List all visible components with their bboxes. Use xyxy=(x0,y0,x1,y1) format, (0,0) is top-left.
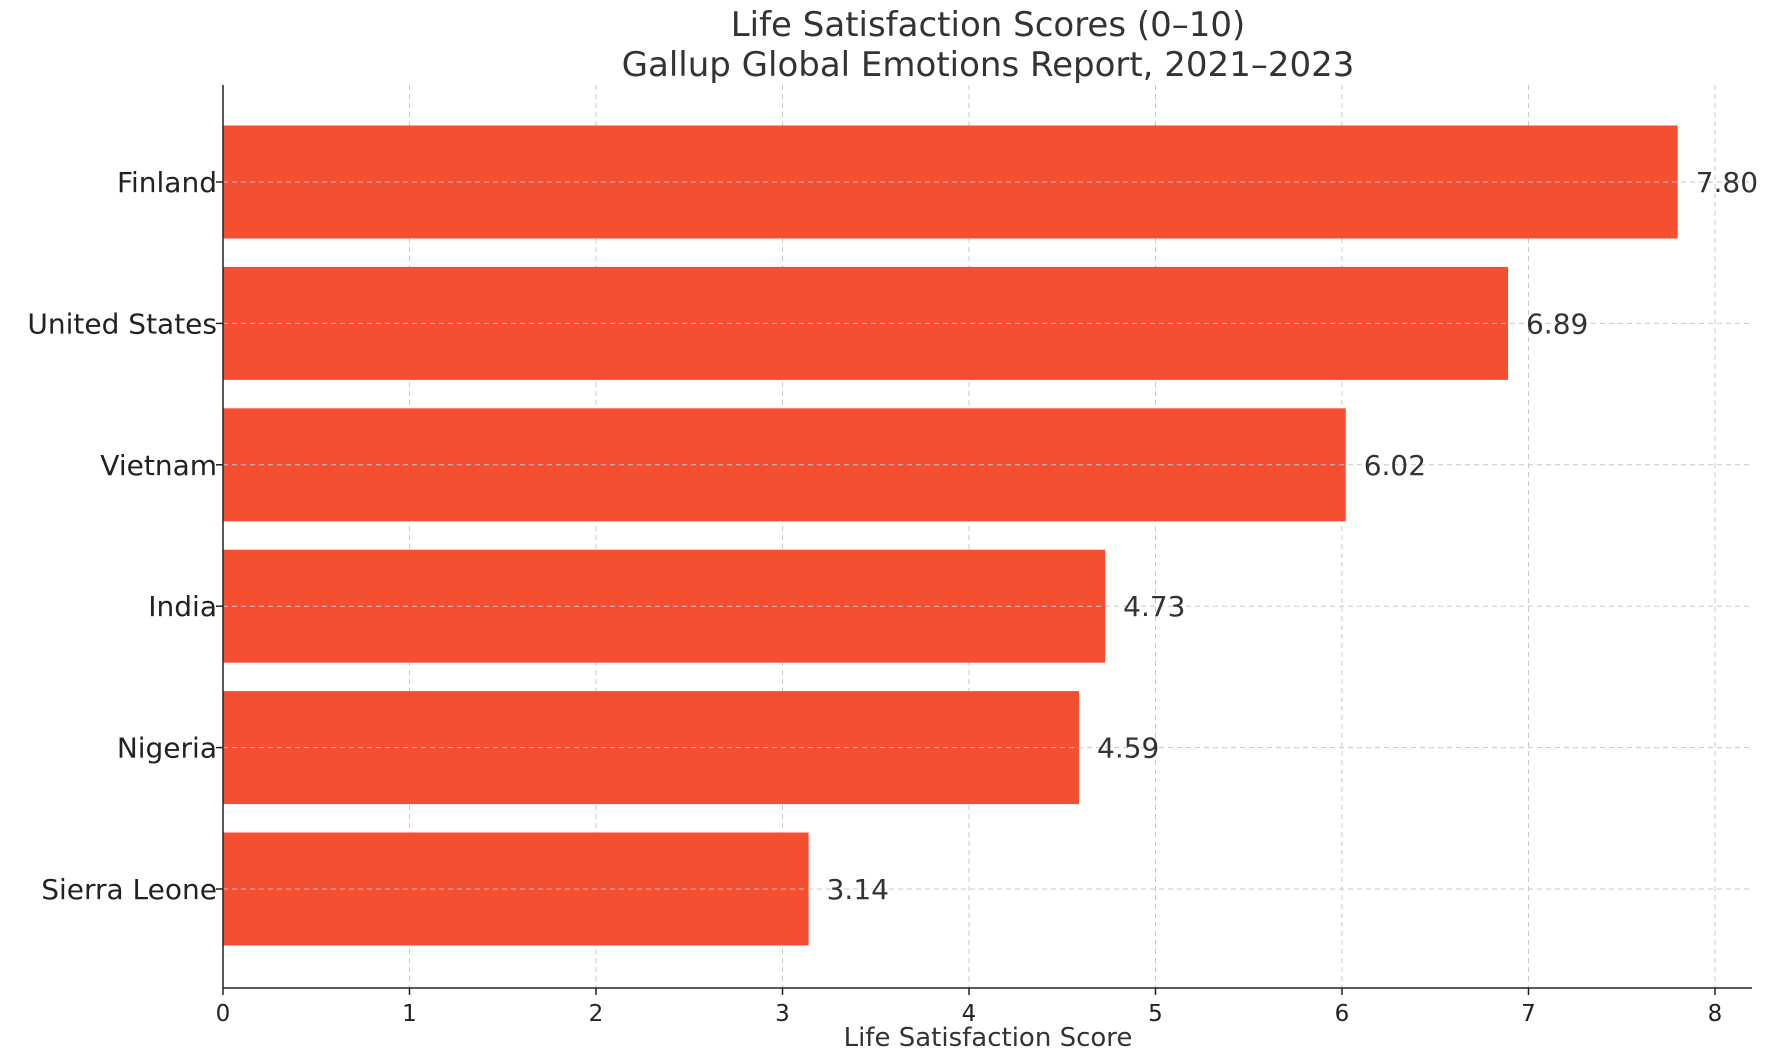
bar-finland xyxy=(223,125,1678,239)
value-labels: 7.80 6.89 6.02 4.73 4.59 3.14 xyxy=(223,166,1758,906)
y-tick-label-united-states: United States xyxy=(27,307,217,340)
chart-title-line-2: Gallup Global Emotions Report, 2021–2023 xyxy=(622,45,1355,85)
value-label-united-states: 6.89 xyxy=(1526,307,1588,340)
x-tick-label-7: 7 xyxy=(1521,1001,1536,1027)
x-tick-label-8: 8 xyxy=(1708,1001,1723,1027)
value-label-sierra-leone: 3.14 xyxy=(827,873,889,906)
value-label-finland: 7.80 xyxy=(1696,166,1758,199)
chart-title-line-1: Life Satisfaction Scores (0–10) xyxy=(731,5,1246,45)
x-tick-label-2: 2 xyxy=(589,1001,604,1027)
value-label-india: 4.73 xyxy=(1123,590,1185,623)
y-tick-label-finland: Finland xyxy=(117,166,217,199)
x-tick-label-1: 1 xyxy=(402,1001,417,1027)
y-tick-label-vietnam: Vietnam xyxy=(100,449,217,482)
grid-lines xyxy=(409,85,1716,988)
bars xyxy=(223,125,1678,946)
y-tick-label-india: India xyxy=(148,590,217,623)
x-tick-label-3: 3 xyxy=(775,1001,790,1027)
y-tick-label-sierra-leone: Sierra Leone xyxy=(41,873,217,906)
value-label-vietnam: 6.02 xyxy=(1364,449,1426,482)
value-label-nigeria: 4.59 xyxy=(1097,732,1159,765)
x-tick-label-0: 0 xyxy=(216,1001,231,1027)
x-tick-label-4: 4 xyxy=(962,1001,977,1027)
x-tick-label-5: 5 xyxy=(1148,1001,1163,1027)
x-tick-labels: 0 1 2 3 4 5 6 7 8 xyxy=(216,1001,1723,1027)
y-tick-labels: Finland United States Vietnam India Nigeria S… xyxy=(27,166,217,906)
axes xyxy=(216,85,1752,995)
y-tick-label-nigeria: Nigeria xyxy=(117,732,217,765)
x-tick-label-6: 6 xyxy=(1335,1001,1350,1027)
x-axis-label: Life Satisfaction Score xyxy=(844,1023,1133,1053)
